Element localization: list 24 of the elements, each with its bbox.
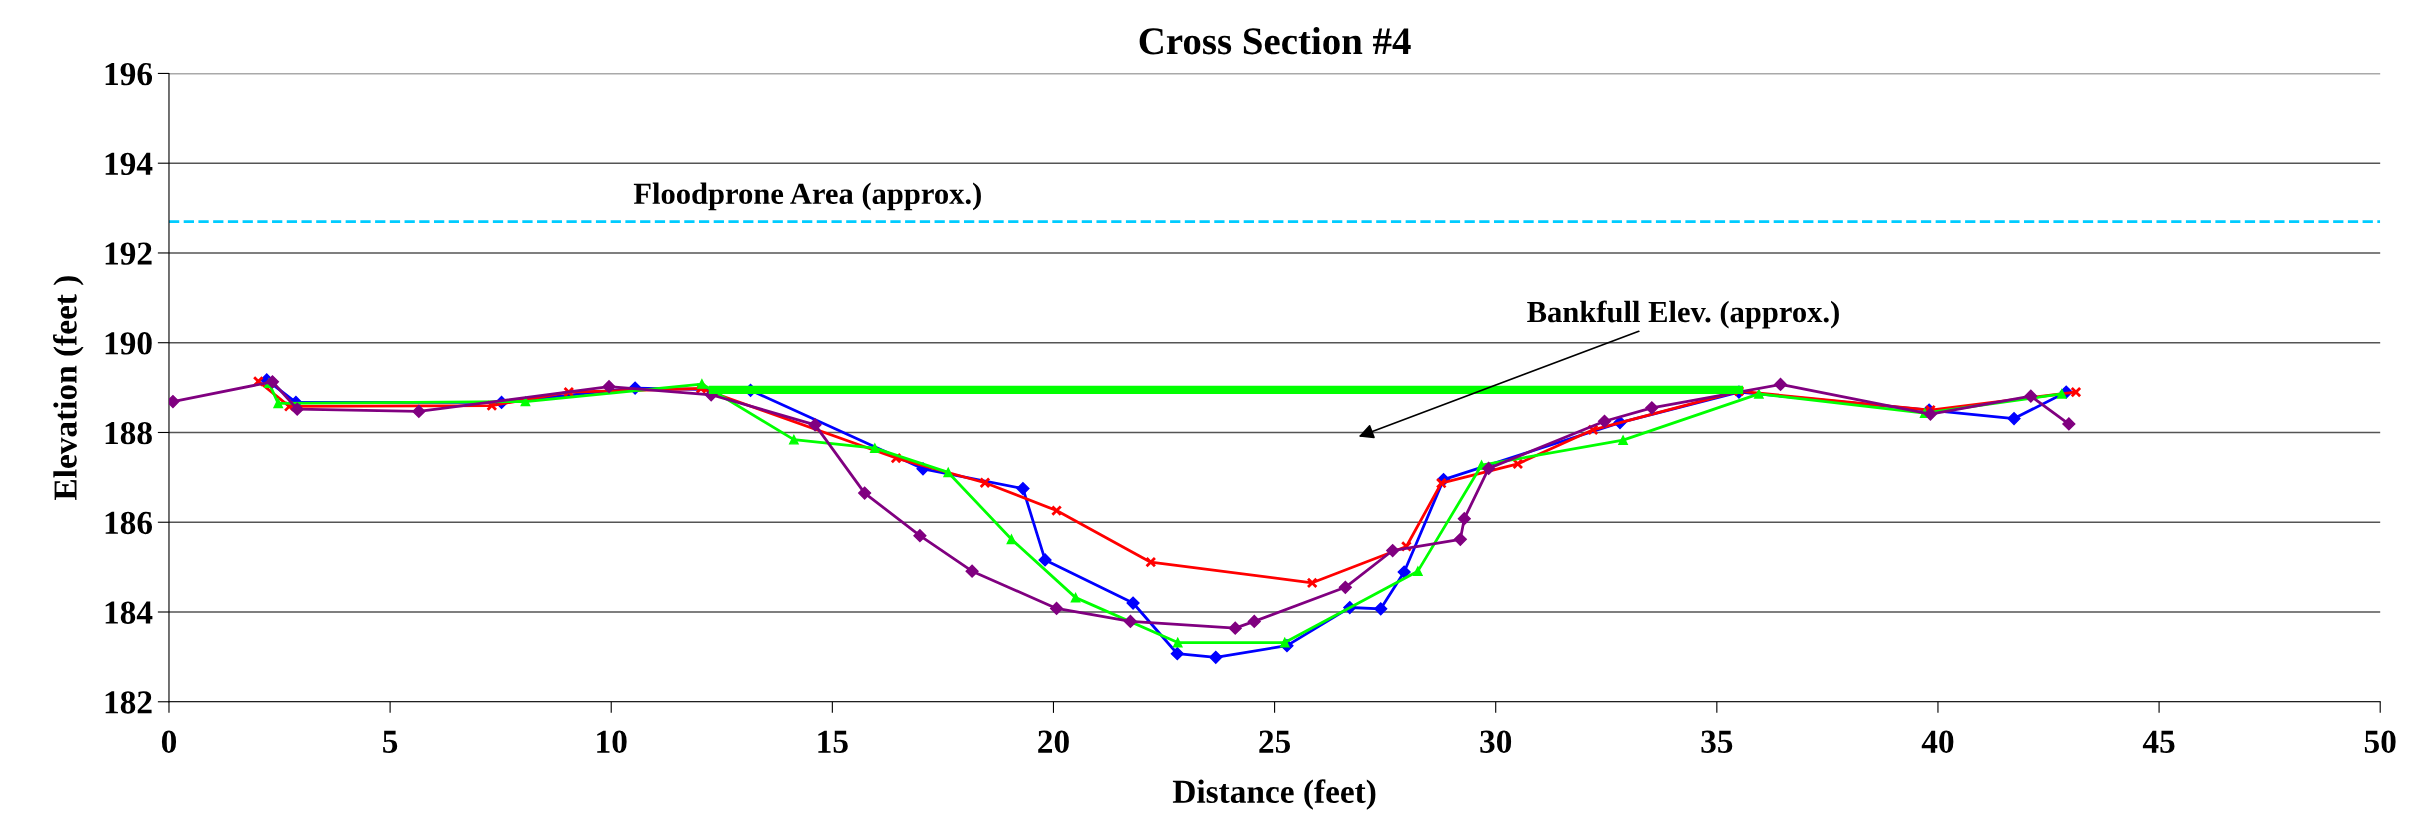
y-axis-title: Elevation (feet ): [53, 276, 84, 500]
chart-title: Cross Section #4: [1139, 27, 1411, 55]
y-tick-label: 186: [105, 511, 153, 535]
x-tick-label: 15: [818, 730, 848, 753]
x-tick-label: 45: [2142, 730, 2175, 753]
y-tick-label: 184: [105, 601, 153, 624]
x-tick-label: 25: [1259, 730, 1291, 753]
x-tick-label: 35: [1701, 730, 1733, 753]
y-tick-label: 194: [105, 152, 153, 176]
x-tick-label: 50: [2364, 730, 2396, 753]
x-tick-label: 5: [383, 730, 398, 753]
y-tick-label: 188: [105, 421, 152, 445]
y-tick-label: 196: [105, 62, 153, 86]
y-tick-label: 192: [105, 242, 152, 265]
y-tick-label: 182: [105, 691, 152, 714]
x-axis-title: Distance (feet): [1172, 779, 1376, 810]
y-tick-label: 190: [105, 332, 152, 355]
x-tick-label: 0: [161, 730, 177, 753]
x-tick-label: 10: [597, 730, 627, 753]
x-tick-label: 30: [1480, 730, 1512, 753]
annotation: Bankfull Elev. (approx.): [1527, 300, 1839, 329]
x-tick-label: 40: [1921, 730, 1954, 753]
x-tick-label: 20: [1038, 730, 1069, 753]
ref-line-label: Floodprone Area (approx.): [633, 182, 981, 211]
